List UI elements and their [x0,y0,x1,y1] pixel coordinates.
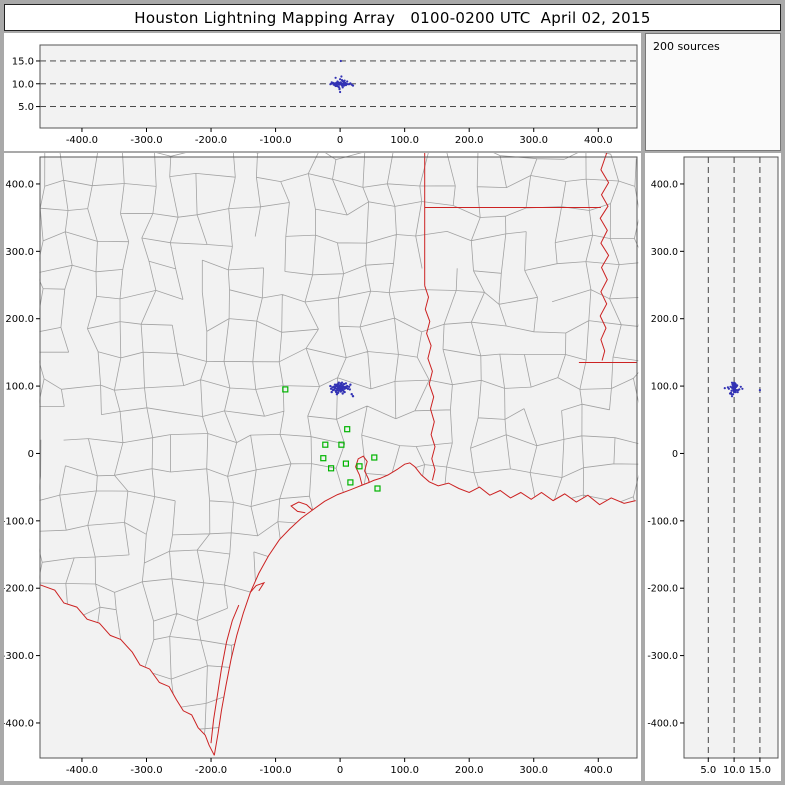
svg-text:-400.0: -400.0 [66,765,98,776]
svg-text:-100.0: -100.0 [259,135,291,146]
svg-text:-200.0: -200.0 [4,584,34,595]
svg-text:-400.0: -400.0 [66,135,98,146]
svg-text:100.0: 100.0 [390,135,419,146]
svg-text:300.0: 300.0 [519,135,548,146]
svg-text:200.0: 200.0 [5,314,34,325]
svg-text:200.0: 200.0 [455,135,484,146]
svg-text:-300.0: -300.0 [647,651,678,662]
svg-text:15.0: 15.0 [749,765,771,776]
svg-text:-300.0: -300.0 [4,651,34,662]
source-count-label: 200 sources [653,40,720,53]
svg-text:100.0: 100.0 [651,382,678,393]
svg-text:0: 0 [28,449,34,460]
panel-altitude-vs-eastwest: -400.0 -300.0 -200.0 -100.0 0 100.0 200.0 300.0… [4,33,641,151]
svg-text:-200.0: -200.0 [647,584,678,595]
page-title: Houston Lightning Mapping Array 0100-020… [134,8,651,27]
lma-stations [282,386,381,492]
axis-ticks: 5.0 10.0 15.0 400.0 300.0 200.0 100.0 0 -100.0 -2… [647,179,771,776]
svg-text:10.0: 10.0 [723,765,745,776]
svg-text:-300.0: -300.0 [130,765,162,776]
svg-text:5.0: 5.0 [18,102,34,113]
svg-text:200.0: 200.0 [651,314,678,325]
lightning-sources [329,381,355,398]
panel-plan-view-map: -400.0 -300.0 -200.0 -100.0 0 100.0 200.0 300.0… [4,153,641,781]
lightning-sources [723,381,761,398]
svg-text:300.0: 300.0 [5,247,34,258]
svg-text:100.0: 100.0 [5,382,34,393]
svg-text:0: 0 [337,765,343,776]
lightning-sources [329,59,355,94]
svg-text:300.0: 300.0 [519,765,548,776]
svg-text:5.0: 5.0 [700,765,716,776]
svg-text:-100.0: -100.0 [4,516,34,527]
axis-ticks: -400.0 -300.0 -200.0 -100.0 0 100.0 200.0 300.0… [12,56,613,146]
svg-text:10.0: 10.0 [12,79,34,90]
svg-text:400.0: 400.0 [651,179,678,190]
svg-text:400.0: 400.0 [5,179,34,190]
svg-text:-400.0: -400.0 [4,718,34,729]
svg-text:200.0: 200.0 [455,765,484,776]
svg-text:400.0: 400.0 [584,135,613,146]
title-bar: Houston Lightning Mapping Array 0100-020… [4,4,781,31]
svg-text:-100.0: -100.0 [259,765,291,776]
state-borders-coastline-layer [39,153,637,756]
svg-text:-200.0: -200.0 [195,135,227,146]
svg-text:-100.0: -100.0 [647,516,678,527]
panel-source-count: 200 sources [645,33,781,151]
axis-ticks: -400.0 -300.0 -200.0 -100.0 0 100.0 200.0 300.0… [4,179,613,776]
plot-altitude-vs-northsouth: 5.0 10.0 15.0 400.0 300.0 200.0 100.0 0 -100.0 -2… [647,156,779,776]
svg-text:0: 0 [672,449,678,460]
svg-text:0: 0 [337,135,343,146]
panel-altitude-vs-northsouth: 5.0 10.0 15.0 400.0 300.0 200.0 100.0 0 -100.0 -2… [645,153,781,781]
altitude-gridlines [707,157,761,758]
svg-text:-400.0: -400.0 [647,718,678,729]
svg-text:-200.0: -200.0 [195,765,227,776]
svg-text:-300.0: -300.0 [130,135,162,146]
svg-text:100.0: 100.0 [390,765,419,776]
plot-plan-view-map: -400.0 -300.0 -200.0 -100.0 0 100.0 200.0 300.0… [4,153,639,776]
svg-text:400.0: 400.0 [584,765,613,776]
svg-text:300.0: 300.0 [651,247,678,258]
svg-text:15.0: 15.0 [12,56,34,67]
plot-altitude-vs-eastwest: -400.0 -300.0 -200.0 -100.0 0 100.0 200.0 300.0… [12,44,638,146]
